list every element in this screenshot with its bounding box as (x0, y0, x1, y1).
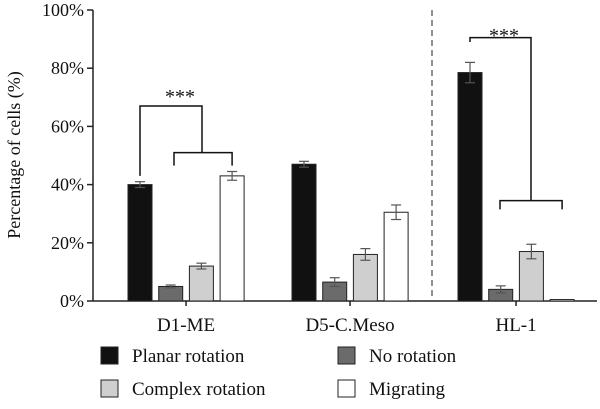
y-tick-label: 80% (51, 58, 84, 78)
legend-label: Planar rotation (132, 346, 245, 367)
y-axis-title: Percentage of cells (%) (4, 71, 25, 238)
bar (549, 299, 575, 302)
legend-label: Complex rotation (132, 379, 266, 400)
category-label: D1-ME (157, 315, 215, 336)
category-labels: D1-ME D5-C.Meso HL-1 (157, 301, 537, 336)
bar (219, 175, 245, 302)
significance-label: *** (165, 86, 195, 108)
legend-swatch (337, 379, 356, 398)
legend-item: Planar rotation (100, 346, 245, 367)
bar (158, 285, 184, 302)
bar (188, 265, 214, 302)
legend-label: No rotation (369, 346, 457, 367)
significance-bracket (139, 105, 203, 176)
significance-annotations: *** *** (139, 10, 563, 301)
legend-label: Migrating (369, 379, 445, 400)
legend: Planar rotation No rotation Complex rotati… (100, 346, 457, 400)
legend-item: Migrating (337, 379, 445, 400)
category-label: HL-1 (495, 315, 536, 336)
legend-swatch (100, 379, 119, 398)
significance-label: *** (489, 25, 519, 47)
bar (291, 163, 317, 302)
bar (352, 253, 378, 302)
legend-item: No rotation (337, 346, 457, 367)
y-tick-label: 60% (51, 116, 84, 136)
y-tick-label: 0% (60, 291, 84, 311)
legend-swatch (337, 346, 356, 365)
significance-bracket (469, 36, 532, 201)
y-tick-label: 20% (51, 233, 84, 253)
y-tick-label: 40% (51, 175, 84, 195)
significance-bracket-sub (499, 199, 563, 210)
legend-item: Complex rotation (100, 379, 266, 400)
bars-layer (127, 61, 575, 302)
bar (457, 72, 483, 302)
y-tick-label: 100% (42, 0, 84, 20)
bar (127, 184, 153, 302)
category-label: D5-C.Meso (305, 315, 394, 336)
bar (383, 211, 409, 302)
legend-swatch (100, 346, 119, 365)
significance-bracket-sub (173, 151, 233, 166)
